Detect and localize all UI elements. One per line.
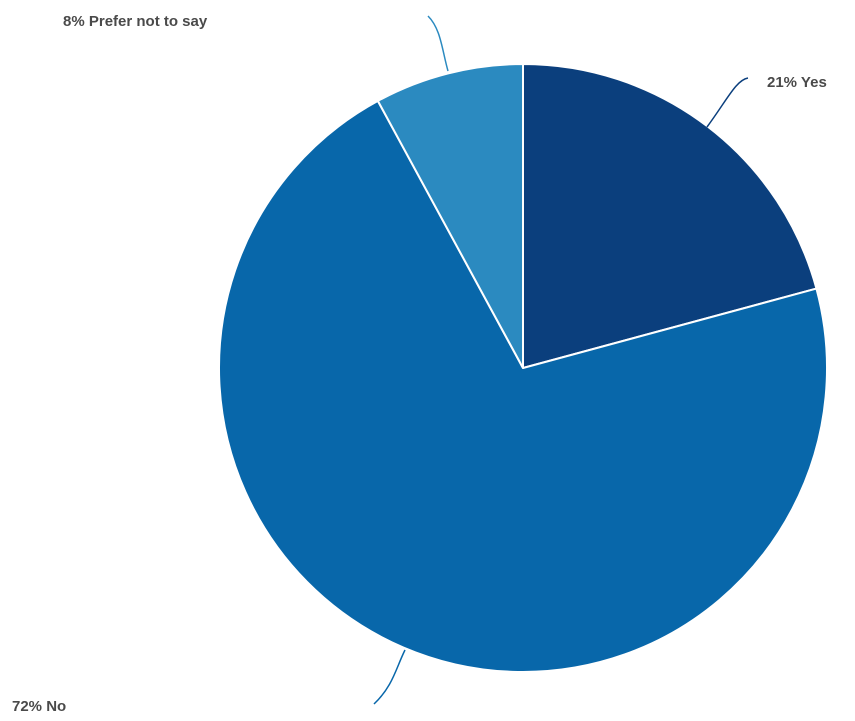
slice-label-no: 72% No — [12, 698, 66, 715]
leader-line-no — [373, 649, 406, 705]
leader-lines — [373, 15, 749, 705]
pie-slices — [218, 63, 828, 673]
pie-slice-no — [218, 99, 828, 673]
slice-label-yes: 21% Yes — [767, 74, 827, 91]
leader-line-prefer-not-to-say — [427, 15, 449, 72]
slice-label-prefer-not-to-say: 8% Prefer not to say — [63, 13, 208, 30]
slice-labels: 21% Yes 72% No 8% Prefer not to say — [12, 13, 827, 715]
pie-slice-prefer-not-to-say — [376, 63, 524, 369]
leader-line-yes — [706, 77, 749, 128]
